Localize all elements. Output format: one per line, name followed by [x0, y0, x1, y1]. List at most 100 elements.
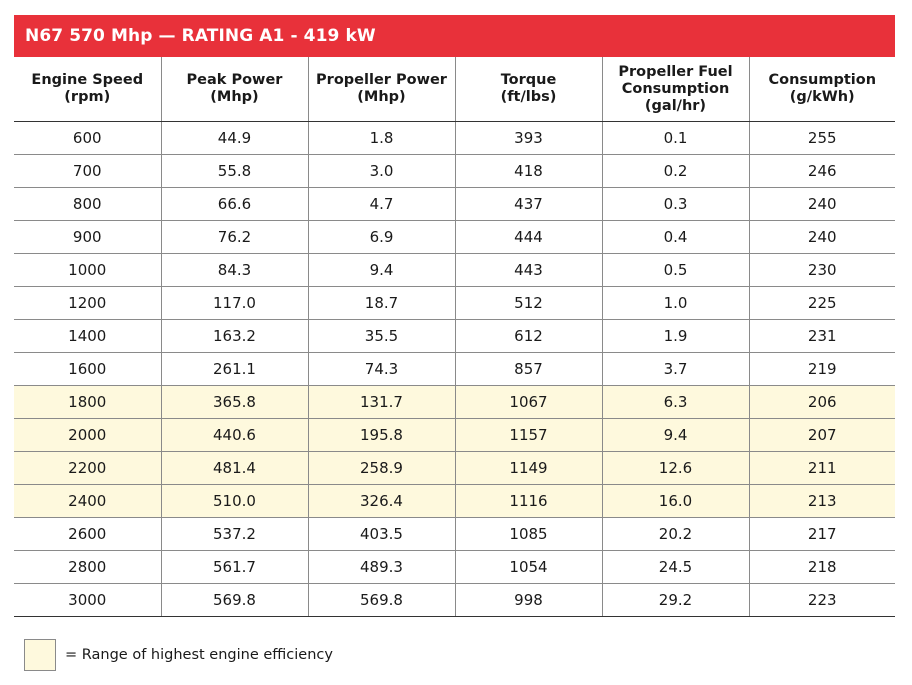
cell-consumption: 206	[748, 385, 895, 419]
cell-propeller-power: 131.7	[307, 385, 455, 419]
cell-propeller-fuel-consumption: 20.2	[601, 517, 749, 551]
cell-propeller-fuel-consumption: 16.0	[601, 484, 749, 518]
cell-engine-speed: 1000	[14, 253, 161, 287]
cell-peak-power: 117.0	[160, 286, 308, 320]
cell-engine-speed: 700	[14, 154, 161, 188]
table-row: 2200 481.4 258.9 1149 12.6 211	[14, 451, 895, 485]
table-row: 1800 365.8 131.7 1067 6.3 206	[14, 385, 895, 419]
column-header-consumption: Consumption (g/kWh)	[748, 57, 895, 122]
table-row: 900 76.2 6.9 444 0.4 240	[14, 220, 895, 254]
cell-torque: 443	[454, 253, 602, 287]
cell-propeller-power: 489.3	[307, 550, 455, 584]
cell-propeller-fuel-consumption: 29.2	[601, 583, 749, 617]
cell-consumption: 211	[748, 451, 895, 485]
table-row: 1600 261.1 74.3 857 3.7 219	[14, 352, 895, 386]
cell-propeller-fuel-consumption: 0.3	[601, 187, 749, 221]
cell-engine-speed: 1800	[14, 385, 161, 419]
cell-peak-power: 537.2	[160, 517, 308, 551]
cell-torque: 393	[454, 121, 602, 155]
cell-propeller-power: 1.8	[307, 121, 455, 155]
table-row: 3000 569.8 569.8 998 29.2 223	[14, 583, 895, 617]
column-header-engine-speed: Engine Speed (rpm)	[14, 57, 161, 122]
cell-torque: 1149	[454, 451, 602, 485]
cell-torque: 857	[454, 352, 602, 386]
cell-torque: 998	[454, 583, 602, 617]
cell-peak-power: 163.2	[160, 319, 308, 353]
cell-consumption: 218	[748, 550, 895, 584]
cell-propeller-power: 3.0	[307, 154, 455, 188]
cell-torque: 444	[454, 220, 602, 254]
cell-peak-power: 76.2	[160, 220, 308, 254]
cell-engine-speed: 2800	[14, 550, 161, 584]
cell-propeller-fuel-consumption: 0.1	[601, 121, 749, 155]
cell-consumption: 225	[748, 286, 895, 320]
cell-consumption: 231	[748, 319, 895, 353]
column-header-torque: Torque (ft/lbs)	[454, 57, 602, 122]
cell-consumption: 217	[748, 517, 895, 551]
cell-engine-speed: 2200	[14, 451, 161, 485]
table-row: 2800 561.7 489.3 1054 24.5 218	[14, 550, 895, 584]
cell-peak-power: 510.0	[160, 484, 308, 518]
cell-engine-speed: 1200	[14, 286, 161, 320]
cell-propeller-power: 195.8	[307, 418, 455, 452]
cell-propeller-power: 74.3	[307, 352, 455, 386]
cell-propeller-fuel-consumption: 6.3	[601, 385, 749, 419]
column-header-peak-power: Peak Power (Mhp)	[160, 57, 308, 122]
table-row: 600 44.9 1.8 393 0.1 255	[14, 121, 895, 155]
cell-propeller-fuel-consumption: 0.5	[601, 253, 749, 287]
cell-consumption: 240	[748, 220, 895, 254]
cell-consumption: 230	[748, 253, 895, 287]
column-header-propeller-power: Propeller Power (Mhp)	[307, 57, 455, 122]
cell-peak-power: 55.8	[160, 154, 308, 188]
cell-torque: 1116	[454, 484, 602, 518]
cell-propeller-power: 569.8	[307, 583, 455, 617]
cell-propeller-power: 4.7	[307, 187, 455, 221]
column-header-propeller-fuel-consumption: Propeller Fuel Consumption (gal/hr)	[601, 57, 749, 122]
legend-swatch	[24, 639, 56, 671]
cell-peak-power: 561.7	[160, 550, 308, 584]
cell-peak-power: 569.8	[160, 583, 308, 617]
cell-engine-speed: 3000	[14, 583, 161, 617]
cell-engine-speed: 800	[14, 187, 161, 221]
cell-propeller-fuel-consumption: 0.2	[601, 154, 749, 188]
cell-propeller-fuel-consumption: 3.7	[601, 352, 749, 386]
cell-torque: 612	[454, 319, 602, 353]
cell-peak-power: 440.6	[160, 418, 308, 452]
cell-propeller-fuel-consumption: 0.4	[601, 220, 749, 254]
cell-engine-speed: 2400	[14, 484, 161, 518]
cell-propeller-power: 326.4	[307, 484, 455, 518]
cell-peak-power: 84.3	[160, 253, 308, 287]
cell-engine-speed: 900	[14, 220, 161, 254]
cell-consumption: 246	[748, 154, 895, 188]
cell-torque: 418	[454, 154, 602, 188]
cell-torque: 1067	[454, 385, 602, 419]
cell-propeller-fuel-consumption: 1.0	[601, 286, 749, 320]
cell-propeller-fuel-consumption: 1.9	[601, 319, 749, 353]
cell-peak-power: 44.9	[160, 121, 308, 155]
cell-propeller-power: 18.7	[307, 286, 455, 320]
table-row: 1000 84.3 9.4 443 0.5 230	[14, 253, 895, 287]
table-row: 2600 537.2 403.5 1085 20.2 217	[14, 517, 895, 551]
table-row: 700 55.8 3.0 418 0.2 246	[14, 154, 895, 188]
cell-engine-speed: 2600	[14, 517, 161, 551]
cell-peak-power: 365.8	[160, 385, 308, 419]
cell-peak-power: 261.1	[160, 352, 308, 386]
cell-consumption: 240	[748, 187, 895, 221]
header-row: Engine Speed (rpm) Peak Power (Mhp) Prop…	[14, 57, 895, 122]
legend-text: = Range of highest engine efficiency	[65, 647, 333, 663]
cell-torque: 437	[454, 187, 602, 221]
cell-consumption: 207	[748, 418, 895, 452]
cell-engine-speed: 1400	[14, 319, 161, 353]
cell-consumption: 213	[748, 484, 895, 518]
cell-propeller-power: 9.4	[307, 253, 455, 287]
table-row: 2000 440.6 195.8 1157 9.4 207	[14, 418, 895, 452]
table-title: N67 570 Mhp — RATING A1 - 419 kW	[14, 15, 895, 57]
cell-torque: 512	[454, 286, 602, 320]
cell-engine-speed: 600	[14, 121, 161, 155]
cell-engine-speed: 1600	[14, 352, 161, 386]
table-body: 600 44.9 1.8 393 0.1 255 700 55.8 3.0 418 0.2 246 80…	[14, 121, 895, 617]
cell-peak-power: 66.6	[160, 187, 308, 221]
cell-torque: 1054	[454, 550, 602, 584]
table-row: 800 66.6 4.7 437 0.3 240	[14, 187, 895, 221]
cell-peak-power: 481.4	[160, 451, 308, 485]
